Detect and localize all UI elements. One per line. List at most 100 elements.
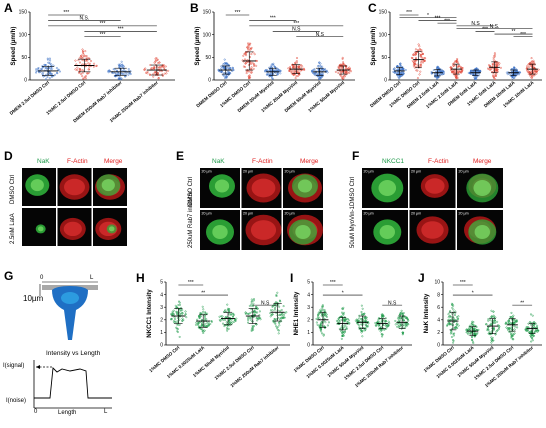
- data-point: [345, 72, 348, 75]
- data-point: [341, 67, 344, 70]
- data-point: [420, 59, 423, 62]
- data-point: [164, 65, 167, 68]
- data-point: [250, 71, 253, 74]
- data-point: [407, 318, 409, 321]
- panel-letter-C: C: [368, 1, 377, 15]
- data-point: [248, 75, 251, 78]
- actin-signal: [64, 178, 85, 196]
- data-point: [424, 57, 427, 60]
- data-point: [511, 315, 514, 318]
- data-point: [231, 321, 234, 324]
- data-point: [337, 66, 340, 69]
- data-point: [452, 64, 455, 67]
- data-point: [533, 66, 536, 69]
- data-point: [344, 67, 347, 70]
- data-point: [181, 319, 184, 322]
- micrograph: 20 µm: [409, 210, 456, 250]
- data-point: [232, 68, 235, 71]
- data-point: [224, 318, 227, 321]
- data-point: [491, 63, 494, 66]
- data-point: [83, 75, 86, 78]
- data-point: [399, 68, 402, 71]
- data-point: [457, 324, 460, 327]
- data-point: [475, 78, 478, 81]
- data-point: [44, 66, 47, 69]
- data-point: [146, 70, 149, 73]
- panel-letter-F: F: [352, 149, 359, 163]
- data-point: [302, 68, 305, 71]
- data-point: [455, 60, 458, 63]
- data-point: [81, 63, 84, 66]
- data-point: [115, 69, 118, 72]
- data-point: [320, 328, 323, 331]
- data-point: [199, 315, 202, 317]
- data-point: [340, 75, 343, 78]
- data-point: [490, 315, 493, 318]
- data-point: [278, 305, 281, 308]
- data-point: [325, 315, 327, 317]
- data-point: [251, 324, 254, 327]
- data-point: [495, 63, 498, 66]
- data-point: [251, 62, 254, 65]
- data-point: [321, 304, 324, 307]
- data-point: [300, 64, 303, 67]
- y-tick-label: 50: [381, 55, 387, 61]
- data-point: [361, 335, 364, 338]
- data-point: [323, 308, 326, 311]
- data-point: [278, 69, 281, 72]
- data-point: [450, 69, 453, 72]
- data-point: [399, 64, 402, 67]
- data-point: [497, 328, 500, 331]
- data-point: [404, 323, 407, 326]
- data-point: [247, 319, 250, 321]
- data-point: [118, 65, 121, 68]
- data-point: [472, 74, 475, 77]
- significance-label: *: [427, 13, 429, 19]
- data-point: [416, 63, 419, 66]
- data-point: [473, 327, 476, 330]
- data-point: [317, 313, 320, 316]
- data-point: [250, 66, 253, 69]
- membrane-signal: [473, 180, 492, 196]
- data-point: [117, 77, 120, 80]
- data-point: [405, 316, 408, 319]
- data-point: [361, 307, 364, 310]
- data-point: [153, 61, 156, 64]
- data-point: [396, 317, 399, 320]
- data-point: [527, 330, 530, 333]
- data-point: [401, 332, 404, 335]
- micrograph: 20 µm: [457, 210, 503, 250]
- data-point: [296, 57, 299, 60]
- data-point: [337, 72, 340, 74]
- data-point: [276, 72, 279, 75]
- data-point: [494, 75, 497, 78]
- data-point: [432, 69, 435, 72]
- data-point: [453, 332, 456, 335]
- data-point: [321, 72, 324, 75]
- series-points: [485, 309, 501, 344]
- data-point: [413, 61, 416, 64]
- data-point: [35, 68, 38, 71]
- data-point: [382, 318, 385, 321]
- data-point: [345, 328, 348, 330]
- data-point: [423, 59, 426, 62]
- data-point: [507, 329, 510, 332]
- series-points: [467, 67, 482, 81]
- data-point: [170, 313, 172, 316]
- data-point: [248, 44, 251, 47]
- data-point: [275, 294, 278, 297]
- data-point: [513, 76, 516, 79]
- data-point: [492, 314, 495, 317]
- data-point: [492, 339, 495, 342]
- data-point: [397, 323, 400, 326]
- data-point: [171, 310, 174, 313]
- significance-label: N.S: [316, 32, 325, 38]
- data-point: [324, 321, 327, 324]
- data-point: [344, 330, 346, 333]
- data-point: [421, 57, 424, 60]
- panel-letter-H: H: [136, 271, 145, 285]
- data-point: [449, 332, 452, 335]
- profile-title: Intensity vs Length: [46, 350, 101, 357]
- y-tick-label: 0: [437, 343, 440, 349]
- data-point: [511, 334, 514, 337]
